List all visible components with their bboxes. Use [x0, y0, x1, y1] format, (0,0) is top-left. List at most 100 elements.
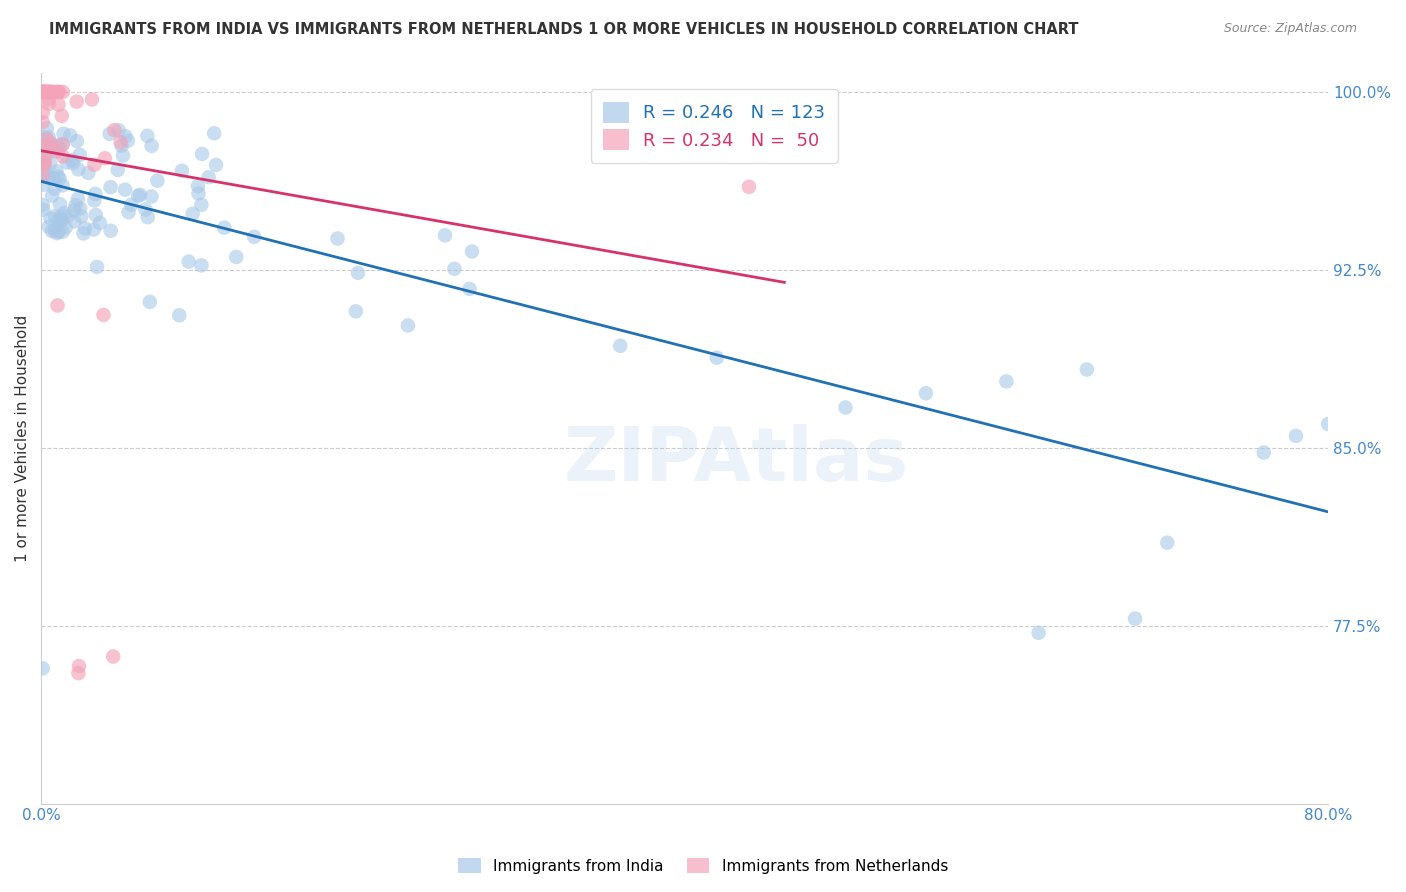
Point — [915, 386, 938, 401]
Point — [31, 139, 53, 153]
Point — [107, 123, 129, 137]
Point — [72, 227, 94, 241]
Point — [31, 85, 53, 99]
Point — [1156, 535, 1178, 549]
Point — [52, 136, 75, 151]
Point — [31, 198, 53, 212]
Point — [32, 178, 55, 192]
Point — [38, 85, 60, 99]
Point — [44, 182, 66, 196]
Point — [94, 151, 117, 165]
Point — [120, 197, 142, 211]
Point — [136, 210, 159, 224]
Point — [44, 209, 66, 223]
Point — [31, 661, 53, 675]
Point — [60, 153, 83, 167]
Point — [111, 148, 134, 162]
Point — [326, 231, 349, 245]
Point — [37, 85, 59, 99]
Point — [52, 137, 75, 152]
Point — [347, 266, 370, 280]
Point — [396, 318, 419, 333]
Point — [55, 220, 77, 235]
Point — [48, 85, 70, 99]
Point — [48, 225, 70, 239]
Point — [67, 666, 90, 681]
Point — [52, 85, 75, 99]
Point — [83, 194, 105, 208]
Point — [35, 85, 58, 99]
Point — [31, 105, 53, 120]
Point — [31, 135, 53, 149]
Point — [1285, 429, 1308, 443]
Point — [190, 259, 212, 273]
Point — [37, 169, 59, 183]
Point — [44, 144, 66, 158]
Point — [77, 166, 100, 180]
Point — [1253, 445, 1275, 459]
Point — [56, 155, 79, 169]
Point — [98, 127, 121, 141]
Point — [73, 221, 96, 235]
Point — [48, 142, 70, 156]
Point — [134, 202, 156, 217]
Point — [35, 121, 58, 136]
Point — [461, 244, 484, 259]
Point — [66, 95, 89, 109]
Point — [170, 163, 193, 178]
Point — [129, 187, 152, 202]
Point — [41, 224, 63, 238]
Point — [38, 219, 60, 234]
Point — [39, 136, 62, 150]
Point — [48, 97, 70, 112]
Point — [834, 401, 856, 415]
Point — [114, 183, 136, 197]
Point — [53, 206, 76, 220]
Point — [46, 169, 69, 184]
Point — [83, 158, 105, 172]
Point — [35, 85, 58, 99]
Point — [83, 222, 105, 236]
Point — [32, 144, 55, 158]
Point — [70, 210, 93, 224]
Point — [107, 162, 129, 177]
Point — [1317, 417, 1340, 431]
Point — [52, 149, 75, 163]
Point — [41, 188, 63, 202]
Point — [37, 170, 59, 185]
Point — [434, 228, 457, 243]
Point — [32, 85, 55, 99]
Point — [31, 85, 53, 99]
Point — [995, 375, 1018, 389]
Point — [706, 351, 728, 365]
Point — [63, 203, 86, 218]
Point — [38, 96, 60, 111]
Point — [139, 294, 162, 309]
Point — [1123, 611, 1146, 625]
Point — [45, 164, 67, 178]
Point — [609, 339, 631, 353]
Point — [51, 178, 73, 193]
Point — [42, 171, 65, 186]
Point — [84, 208, 107, 222]
Point — [344, 304, 367, 318]
Point — [66, 134, 89, 148]
Point — [214, 220, 236, 235]
Point — [38, 130, 60, 145]
Point — [100, 180, 122, 194]
Point — [46, 138, 69, 153]
Point — [46, 85, 69, 99]
Legend: R = 0.246   N = 123, R = 0.234   N =  50: R = 0.246 N = 123, R = 0.234 N = 50 — [591, 89, 838, 162]
Point — [52, 127, 75, 141]
Point — [127, 188, 149, 202]
Point — [35, 85, 58, 99]
Point — [35, 132, 58, 146]
Point — [117, 134, 139, 148]
Point — [49, 197, 72, 211]
Point — [443, 261, 465, 276]
Point — [243, 229, 266, 244]
Point — [205, 158, 228, 172]
Point — [100, 224, 122, 238]
Point — [190, 198, 212, 212]
Point — [38, 92, 60, 106]
